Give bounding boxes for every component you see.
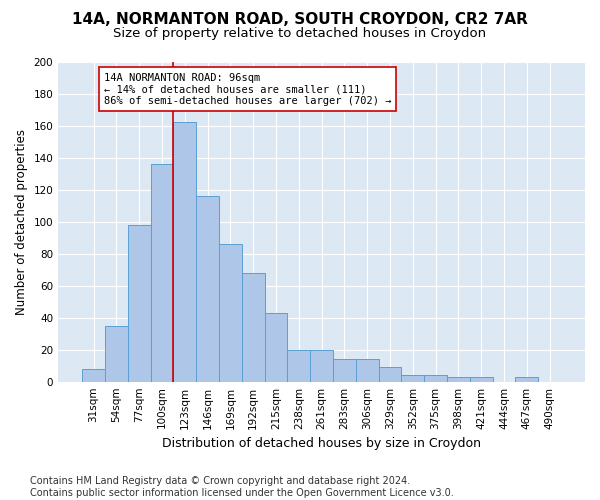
Bar [333,360,356,382]
Bar [151,164,173,382]
Bar [424,376,447,382]
Text: 14A, NORMANTON ROAD, SOUTH CROYDON, CR2 7AR: 14A, NORMANTON ROAD, SOUTH CROYDON, CR2 … [72,12,528,28]
Bar [242,273,265,382]
Bar [310,350,333,382]
Bar [82,369,105,382]
Bar [265,313,287,382]
Text: Size of property relative to detached houses in Croydon: Size of property relative to detached ho… [113,28,487,40]
Bar [128,225,151,382]
X-axis label: Distribution of detached houses by size in Croydon: Distribution of detached houses by size … [162,437,481,450]
Bar [173,122,196,382]
Bar [287,350,310,382]
Bar [470,377,493,382]
Bar [379,368,401,382]
Bar [219,244,242,382]
Bar [356,360,379,382]
Bar [196,196,219,382]
Bar [105,326,128,382]
Text: 14A NORMANTON ROAD: 96sqm
← 14% of detached houses are smaller (111)
86% of semi: 14A NORMANTON ROAD: 96sqm ← 14% of detac… [104,72,391,106]
Bar [515,377,538,382]
Bar [401,376,424,382]
Text: Contains HM Land Registry data © Crown copyright and database right 2024.
Contai: Contains HM Land Registry data © Crown c… [30,476,454,498]
Y-axis label: Number of detached properties: Number of detached properties [15,128,28,314]
Bar [447,377,470,382]
